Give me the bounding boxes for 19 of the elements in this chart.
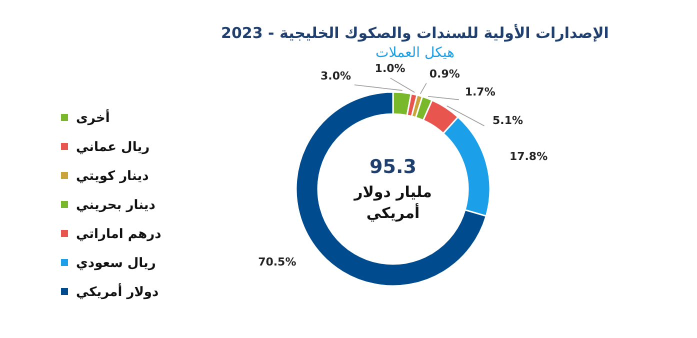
data-label: 70.5% [258,256,296,269]
text: أمريكي [366,203,420,222]
data-label: 1.7% [464,86,496,99]
legend-label: دولار أمريكي [76,283,159,300]
text: مليار دولار [353,183,432,201]
legend-label: دينار بحريني [76,198,156,213]
legend-label: دينار كويتي [76,169,150,184]
legend-label: درهم اماراتي [76,227,162,242]
data-label: 17.8% [509,150,548,164]
data-label: 5.1% [492,114,524,128]
data-label: 3.0% [320,70,352,83]
text: 95.3 [370,156,416,178]
legend-label: أخرى [76,109,110,126]
chart-subtitle: هيكل العملات [376,45,454,61]
chart-title: الإصدارات الأولية للسندات والصكوك الخليجية - 2023 [221,23,609,42]
legend-label: ريال سعودي [76,256,156,271]
data-label: 1.0% [374,62,406,76]
data-label: 0.9% [429,68,460,81]
legend-label: ريال عماني [76,140,150,155]
